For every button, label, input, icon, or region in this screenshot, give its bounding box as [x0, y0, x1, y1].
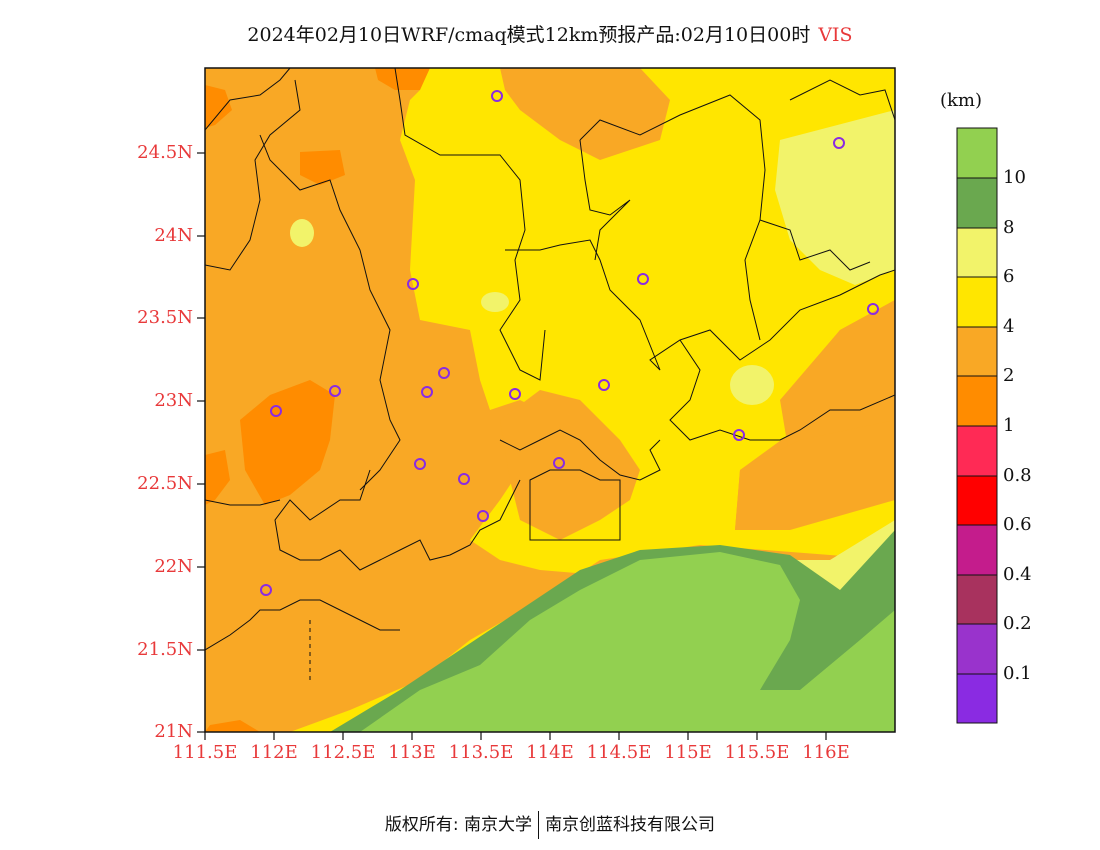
station-marker — [458, 473, 470, 485]
copyright-right: 南京创蓝科技有限公司 — [545, 815, 716, 835]
colorbar-label: 10 — [1003, 167, 1026, 188]
colorbar-swatch — [957, 674, 997, 723]
colorbar-swatch — [957, 327, 997, 376]
boundary-lines — [205, 68, 895, 680]
colorbar-swatch — [957, 624, 997, 674]
colorbar-swatch — [957, 426, 997, 476]
lon-label: 114.5E — [586, 742, 652, 763]
vis-zone-10-plus — [360, 552, 895, 732]
lat-label: 23.5N — [137, 307, 193, 328]
colorbar-label: 0.2 — [1003, 613, 1032, 634]
colorbar-label: 2 — [1003, 365, 1015, 386]
station-marker — [867, 303, 879, 315]
colorbar-label: 8 — [1003, 217, 1015, 238]
lon-label: 113.5E — [448, 742, 514, 763]
lat-label: 24N — [154, 225, 193, 246]
title-text: 2024年02月10日WRF/cmaq模式12km预报产品:02月10日00时 — [247, 24, 811, 46]
colorbar — [956, 127, 998, 724]
vis-zone-2-4-inner — [500, 68, 670, 160]
colorbar-label: 1 — [1003, 415, 1015, 436]
lon-label: 115E — [664, 742, 712, 763]
station-marker — [553, 457, 565, 469]
footer-divider — [538, 811, 540, 839]
station-marker — [637, 273, 649, 285]
colorbar-label: 0.8 — [1003, 465, 1032, 486]
lon-label: 112E — [250, 742, 298, 763]
lon-label: 116E — [802, 742, 850, 763]
lat-label: 24.5N — [137, 142, 193, 163]
vis-zone-1-2 — [240, 380, 335, 505]
colorbar-label: 4 — [1003, 316, 1015, 337]
axis-ticks — [197, 152, 827, 740]
station-marker — [598, 379, 610, 391]
colorbar-swatch — [957, 575, 997, 624]
lon-label: 114E — [526, 742, 574, 763]
station-marker — [477, 510, 489, 522]
station-markers — [260, 90, 879, 596]
colorbar-unit: (km) — [940, 90, 983, 111]
colorbar-swatch — [957, 128, 997, 178]
station-marker — [421, 386, 433, 398]
colorbar-swatch — [957, 178, 997, 228]
station-marker — [509, 388, 521, 400]
lat-label: 23N — [154, 390, 193, 411]
colorbar-label: 6 — [1003, 266, 1015, 287]
lon-label: 112.5E — [310, 742, 376, 763]
vis-zone-6-8 — [775, 110, 895, 285]
colorbar-label: 0.6 — [1003, 514, 1032, 535]
lat-label: 22N — [154, 556, 193, 577]
station-marker — [329, 385, 341, 397]
colorbar-label: 0.1 — [1003, 663, 1032, 684]
station-marker — [833, 137, 845, 149]
chart-title: 2024年02月10日WRF/cmaq模式12km预报产品:02月10日00时 V… — [0, 20, 1100, 47]
lat-label: 21.5N — [137, 639, 193, 660]
station-marker — [438, 367, 450, 379]
lon-label: 115.5E — [724, 742, 790, 763]
colorbar-swatch — [957, 525, 997, 575]
lon-label: 111.5E — [172, 742, 238, 763]
variable-label: VIS — [818, 24, 853, 46]
station-marker — [260, 584, 272, 596]
colorbar-swatch — [957, 476, 997, 525]
station-marker — [407, 278, 419, 290]
station-marker — [733, 429, 745, 441]
lat-label: 22.5N — [137, 473, 193, 494]
map-fill-layer — [205, 68, 895, 732]
colorbar-swatch — [957, 277, 997, 327]
colorbar-swatch — [957, 228, 997, 277]
station-marker — [270, 405, 282, 417]
station-marker — [491, 90, 503, 102]
lon-label: 113E — [388, 742, 436, 763]
copyright-left: 版权所有: 南京大学 — [384, 815, 533, 835]
colorbar-label: 0.4 — [1003, 564, 1032, 585]
station-marker — [414, 458, 426, 470]
copyright-footer: 版权所有: 南京大学 南京创蓝科技有限公司 — [0, 810, 1100, 839]
lat-label: 21N — [154, 721, 193, 742]
colorbar-swatch — [957, 376, 997, 426]
